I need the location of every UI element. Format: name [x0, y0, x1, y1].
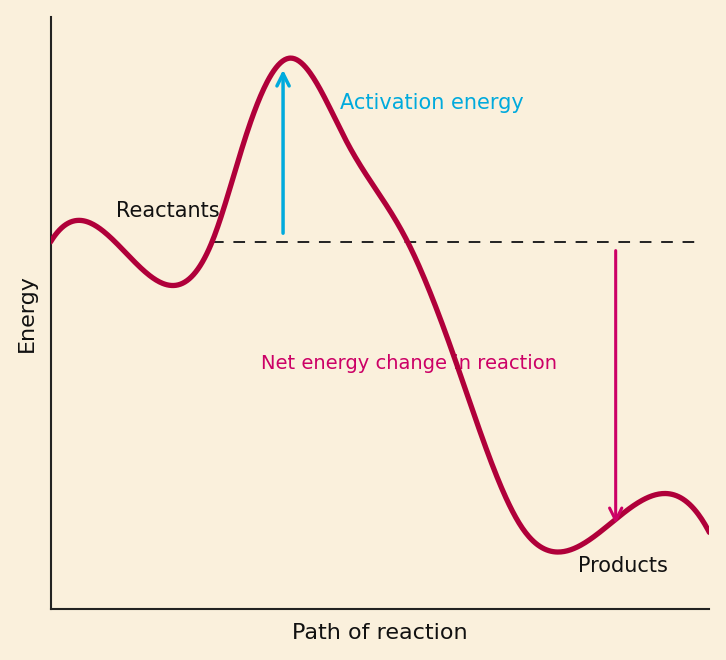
Y-axis label: Energy: Energy: [17, 274, 37, 352]
Text: Net energy change in reaction: Net energy change in reaction: [261, 354, 558, 373]
Text: Reactants: Reactants: [116, 201, 220, 221]
Text: Activation energy: Activation energy: [340, 92, 524, 113]
Text: Products: Products: [578, 556, 667, 576]
X-axis label: Path of reaction: Path of reaction: [292, 623, 468, 644]
